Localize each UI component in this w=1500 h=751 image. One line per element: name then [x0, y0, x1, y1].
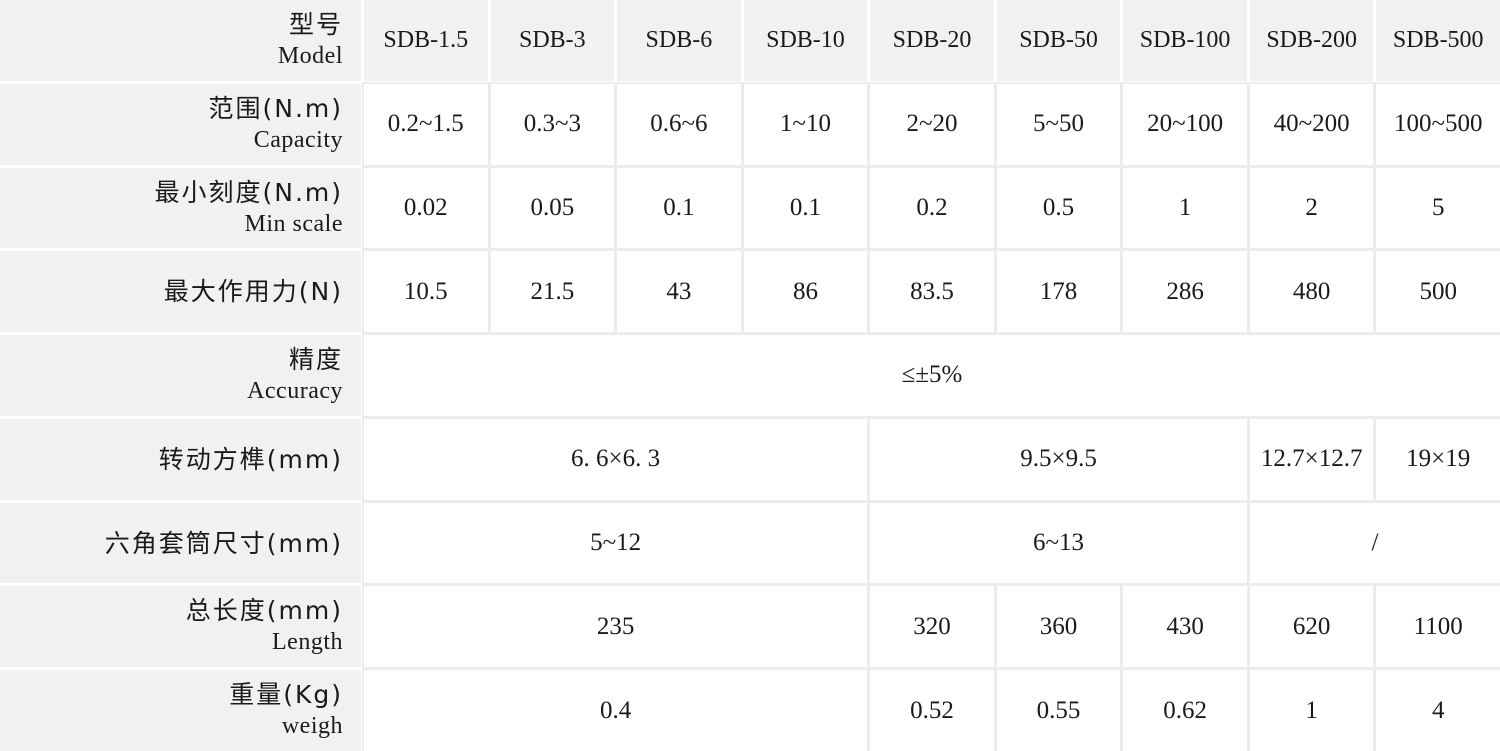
row-label-square-drive: 转动方榫(mm) — [0, 418, 361, 500]
value-cell: 430 — [1123, 586, 1247, 668]
value-cell-merged: 6. 6×6. 3 — [364, 418, 868, 500]
model-column-header: SDB-3 — [490, 0, 615, 81]
row-label-length-zh: 总长度(mm) — [185, 596, 343, 626]
value-cell: 480 — [1249, 251, 1374, 333]
value-cell: 5 — [1376, 167, 1500, 249]
row-label-min-scale-zh: 最小刻度(N.m) — [154, 177, 343, 207]
row-label-weight-zh: 重量(Kg) — [229, 680, 343, 710]
value-cell: 178 — [996, 251, 1121, 333]
row-label-capacity-en: Capacity — [253, 126, 343, 153]
model-column-header: SDB-500 — [1376, 0, 1500, 81]
value-cell: 286 — [1123, 251, 1247, 333]
value-cell: 12.7×12.7 — [1249, 418, 1374, 500]
value-cell-merged: 9.5×9.5 — [870, 418, 1247, 500]
model-column-header: SDB-200 — [1249, 0, 1374, 81]
value-cell: 2~20 — [870, 83, 994, 165]
value-cell-merged: 5~12 — [364, 502, 868, 584]
value-cell-merged: 0.4 — [364, 670, 868, 751]
row-label-capacity: 范围(N.m) Capacity — [0, 83, 361, 165]
value-cell: 320 — [870, 586, 994, 668]
row-label-hex-socket-zh: 六角套筒尺寸(mm) — [104, 528, 343, 558]
value-cell: 100~500 — [1376, 83, 1500, 165]
row-label-max-force: 最大作用力(N) — [0, 251, 361, 333]
row-label-length-en: Length — [272, 629, 343, 656]
value-cell: 0.02 — [364, 167, 488, 249]
value-cell: 0.3~3 — [490, 83, 615, 165]
value-cell: 1100 — [1376, 586, 1500, 668]
row-label-accuracy-zh: 精度 — [288, 345, 343, 375]
row-label-model: 型号 Model — [0, 0, 361, 81]
value-cell: 4 — [1376, 670, 1500, 751]
row-label-length: 总长度(mm) Length — [0, 586, 361, 668]
value-cell: 0.05 — [490, 167, 615, 249]
value-cell-merged: 6~13 — [870, 502, 1247, 584]
value-cell: 0.55 — [996, 670, 1121, 751]
row-label-capacity-zh: 范围(N.m) — [208, 93, 343, 123]
value-cell: 0.1 — [617, 167, 741, 249]
model-column-header: SDB-6 — [617, 0, 741, 81]
row-label-accuracy-en: Accuracy — [247, 378, 343, 405]
value-cell: 19×19 — [1376, 418, 1500, 500]
model-column-header: SDB-50 — [996, 0, 1121, 81]
row-label-hex-socket: 六角套筒尺寸(mm) — [0, 502, 361, 584]
model-column-header: SDB-20 — [870, 0, 994, 81]
row-label-min-scale-en: Min scale — [244, 210, 343, 237]
value-cell: 0.2 — [870, 167, 994, 249]
value-cell: 10.5 — [364, 251, 488, 333]
row-label-model-en: Model — [277, 43, 343, 70]
row-label-model-zh: 型号 — [288, 10, 343, 40]
model-column-header: SDB-10 — [743, 0, 868, 81]
value-cell: 20~100 — [1123, 83, 1247, 165]
value-cell: 500 — [1376, 251, 1500, 333]
value-cell: 83.5 — [870, 251, 994, 333]
value-cell: 43 — [617, 251, 741, 333]
value-cell: 1 — [1249, 670, 1374, 751]
row-label-min-scale: 最小刻度(N.m) Min scale — [0, 167, 361, 249]
value-cell: 620 — [1249, 586, 1374, 668]
value-cell: 0.52 — [870, 670, 994, 751]
value-cell: 0.6~6 — [617, 83, 741, 165]
value-cell-merged: / — [1249, 502, 1500, 584]
value-cell: 1~10 — [743, 83, 868, 165]
row-label-square-drive-zh: 转动方榫(mm) — [158, 444, 343, 474]
value-cell: 0.1 — [743, 167, 868, 249]
value-cell: 5~50 — [996, 83, 1121, 165]
row-label-weight-en: weigh — [281, 713, 343, 740]
row-label-weight: 重量(Kg) weigh — [0, 670, 361, 751]
value-cell: 21.5 — [490, 251, 615, 333]
row-label-accuracy: 精度 Accuracy — [0, 335, 361, 416]
value-cell: 0.5 — [996, 167, 1121, 249]
value-cell: 1 — [1123, 167, 1247, 249]
value-cell: 40~200 — [1249, 83, 1374, 165]
value-cell: 360 — [996, 586, 1121, 668]
model-column-header: SDB-100 — [1123, 0, 1247, 81]
value-cell: 0.2~1.5 — [364, 83, 488, 165]
value-cell: 86 — [743, 251, 868, 333]
value-cell: 0.62 — [1123, 670, 1247, 751]
row-label-max-force-zh: 最大作用力(N) — [163, 277, 343, 307]
value-cell-merged: 235 — [364, 586, 868, 668]
value-cell: 2 — [1249, 167, 1374, 249]
model-column-header: SDB-1.5 — [364, 0, 488, 81]
value-cell-merged: ≤±5% — [364, 335, 1500, 416]
